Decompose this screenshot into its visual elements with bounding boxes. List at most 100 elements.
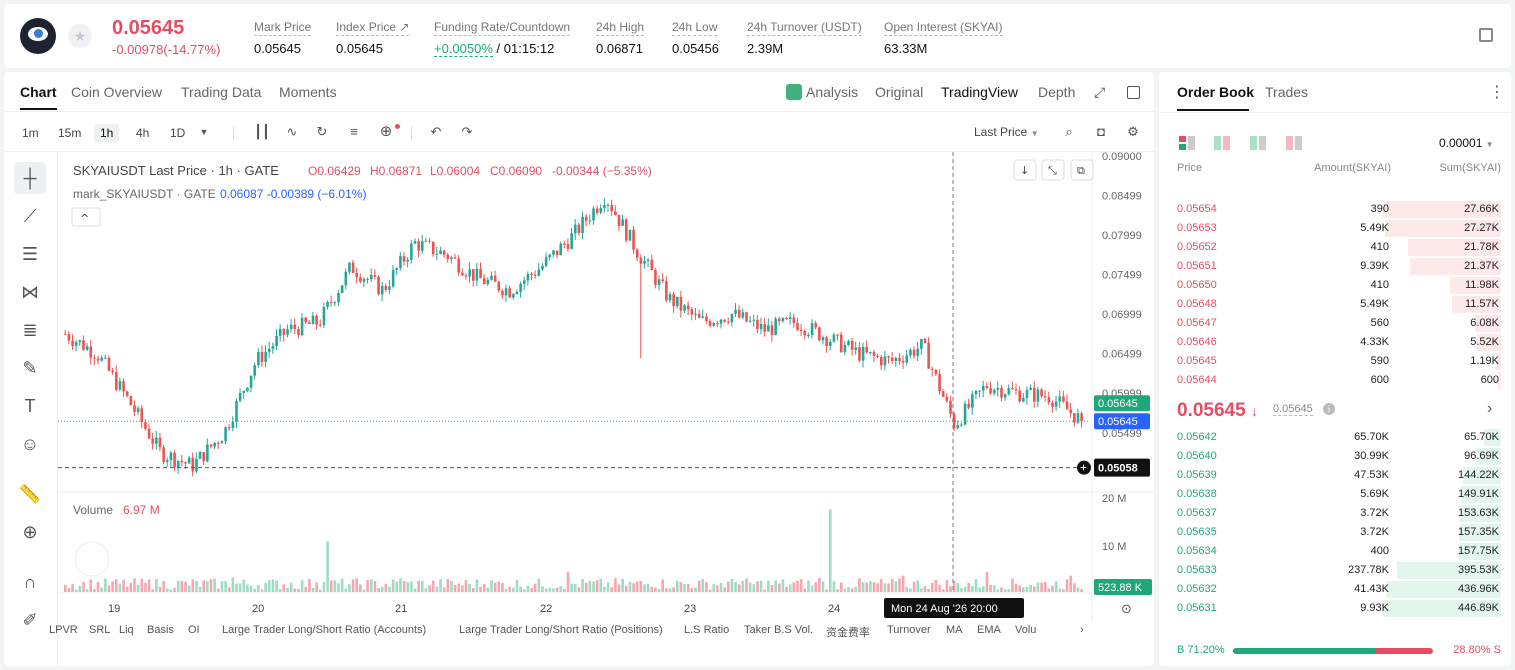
bid-row[interactable]: 0.05632 41.43K 436.96K: [1159, 580, 1511, 599]
view-bids-icon[interactable]: [1250, 136, 1266, 150]
search-icon[interactable]: ⌕: [1065, 124, 1073, 139]
pattern-icon[interactable]: ⋈: [21, 282, 39, 302]
indicator-item[interactable]: EMA: [977, 624, 1001, 636]
chevron-right-icon[interactable]: ›: [1080, 624, 1084, 636]
ask-row[interactable]: 0.05645 590 1.19K: [1159, 352, 1511, 371]
trendline-icon[interactable]: ⟋: [23, 206, 37, 226]
book-icon[interactable]: [1479, 28, 1493, 42]
bid-row[interactable]: 0.05635 3.72K 157.35K: [1159, 523, 1511, 542]
favorite-star-icon[interactable]: ★: [68, 24, 92, 48]
bid-row[interactable]: 0.05642 65.70K 65.70K: [1159, 428, 1511, 447]
price-source-select[interactable]: Last Price ▼: [974, 125, 1039, 139]
timeframe-4h[interactable]: 4h: [136, 126, 150, 140]
volume-bar: [654, 587, 657, 592]
time-tick-label: 21: [395, 603, 407, 615]
indicator-icon[interactable]: ∿: [286, 124, 298, 139]
volume-bar: [686, 583, 690, 592]
ask-row[interactable]: 0.05651 9.39K 21.37K: [1159, 257, 1511, 276]
timeframe-1d[interactable]: 1D: [170, 126, 186, 140]
candlestick-chart[interactable]: 0.09000 0.08499 0.07999 0.07499 0.06999 0.064…: [58, 152, 1154, 622]
volume-bar: [1003, 589, 1007, 592]
bid-row[interactable]: 0.05633 237.78K 395.53K: [1159, 561, 1511, 580]
undo-icon[interactable]: ↶: [430, 124, 442, 139]
chevron-right-icon[interactable]: ›: [1487, 400, 1493, 417]
refresh-icon[interactable]: ↻: [316, 124, 328, 139]
add-indicator-icon[interactable]: ⊕: [379, 123, 393, 140]
indicator-item[interactable]: SRL: [89, 624, 111, 636]
timeframe-15m[interactable]: 15m: [58, 126, 82, 140]
zoom-in-icon[interactable]: ⊕: [22, 522, 38, 542]
timeframe-1m[interactable]: 1m: [22, 126, 39, 140]
indicator-item[interactable]: Liq: [119, 624, 134, 636]
magnet-icon[interactable]: ∩: [23, 572, 37, 592]
precision-select[interactable]: 0.00001 ▼: [1439, 136, 1494, 150]
candle-body: [716, 323, 719, 325]
tab-chart[interactable]: Chart: [20, 84, 57, 110]
bid-row[interactable]: 0.05634 400 157.75K: [1159, 542, 1511, 561]
indicator-item[interactable]: Large Trader Long/Short Ratio (Accounts): [222, 624, 427, 636]
indicator-item[interactable]: Taker B.S Vol.: [744, 624, 814, 636]
bid-row[interactable]: 0.05640 30.99K 96.69K: [1159, 447, 1511, 466]
indicator-item[interactable]: Basis: [147, 624, 174, 636]
expand-icon[interactable]: ⤢: [1094, 84, 1106, 100]
ask-row[interactable]: 0.05653 5.49K 27.27K: [1159, 219, 1511, 238]
brush-icon[interactable]: ✎: [22, 358, 38, 378]
tab-tradingview[interactable]: TradingView: [941, 84, 1019, 100]
more-icon[interactable]: ⋮: [1489, 84, 1505, 101]
indicator-item[interactable]: OI: [188, 624, 200, 636]
volume-bar: [391, 579, 395, 592]
ask-row[interactable]: 0.05652 410 21.78K: [1159, 238, 1511, 257]
fib-icon[interactable]: ≣: [22, 320, 38, 340]
chevron-down-icon[interactable]: ▼: [199, 127, 209, 137]
ask-row[interactable]: 0.05648 5.49K 11.57K: [1159, 295, 1511, 314]
tab-trading-data[interactable]: Trading Data: [181, 84, 262, 100]
ask-row[interactable]: 0.05646 4.33K 5.52K: [1159, 333, 1511, 352]
list-icon[interactable]: ≡: [350, 124, 358, 139]
horizontal-lines-icon[interactable]: ☰: [21, 244, 39, 264]
candle-body: [395, 268, 399, 271]
crosshair-icon[interactable]: ┼: [14, 162, 46, 194]
text-icon[interactable]: T: [24, 396, 36, 416]
stat-index-price[interactable]: Index Price ↗ 0.05645: [336, 20, 410, 56]
tab-moments[interactable]: Moments: [279, 84, 337, 100]
indicator-item[interactable]: MA: [946, 624, 963, 636]
pencil-lock-icon[interactable]: ✐: [22, 610, 38, 630]
tab-order-book[interactable]: Order Book: [1177, 84, 1255, 100]
bid-row[interactable]: 0.05638 5.69K 149.91K: [1159, 485, 1511, 504]
candle-body: [326, 301, 329, 307]
ask-row[interactable]: 0.05644 600 600: [1159, 371, 1511, 390]
indicator-item[interactable]: Turnover: [887, 624, 931, 636]
ruler-icon[interactable]: 📏: [18, 484, 42, 504]
redo-icon[interactable]: ↷: [461, 124, 473, 139]
view-asks-icon[interactable]: [1286, 136, 1302, 150]
ask-row[interactable]: 0.05650 410 11.98K: [1159, 276, 1511, 295]
indicator-item[interactable]: Large Trader Long/Short Ratio (Positions…: [459, 624, 663, 636]
timeframe-1h[interactable]: 1h: [94, 124, 120, 142]
gear-icon[interactable]: ⚙: [1127, 124, 1139, 139]
price-tick-label: 0.07999: [1102, 230, 1142, 242]
view-split-icon[interactable]: [1214, 136, 1230, 150]
view-both-icon[interactable]: [1179, 136, 1195, 150]
tab-coin-overview[interactable]: Coin Overview: [71, 84, 163, 100]
volume-bar: [158, 586, 162, 592]
tab-trades[interactable]: Trades: [1265, 84, 1309, 100]
volume-bar: [803, 588, 807, 592]
ask-row[interactable]: 0.05647 560 6.08K: [1159, 314, 1511, 333]
emoji-icon[interactable]: ☺: [20, 434, 40, 454]
camera-icon[interactable]: ◘: [1097, 124, 1105, 139]
candle-type-icon[interactable]: ┃┃: [254, 124, 270, 139]
indicator-item[interactable]: L.S Ratio: [684, 624, 730, 636]
indicator-item[interactable]: 资金费率: [826, 627, 870, 639]
window-icon[interactable]: [1127, 86, 1140, 99]
ask-row[interactable]: 0.05654 390 27.66K: [1159, 200, 1511, 219]
candle-body: [104, 357, 107, 359]
tab-original[interactable]: Original: [875, 84, 924, 100]
info-icon[interactable]: i: [1323, 403, 1335, 415]
bid-row[interactable]: 0.05637 3.72K 153.63K: [1159, 504, 1511, 523]
indicator-item[interactable]: LPVR: [49, 624, 78, 636]
bid-row[interactable]: 0.05631 9.93K 446.89K: [1159, 599, 1511, 618]
tab-depth[interactable]: Depth: [1038, 84, 1076, 100]
indicator-item[interactable]: Volu: [1015, 624, 1037, 636]
tab-analysis[interactable]: Analysis: [806, 84, 859, 100]
bid-row[interactable]: 0.05639 47.53K 144.22K: [1159, 466, 1511, 485]
